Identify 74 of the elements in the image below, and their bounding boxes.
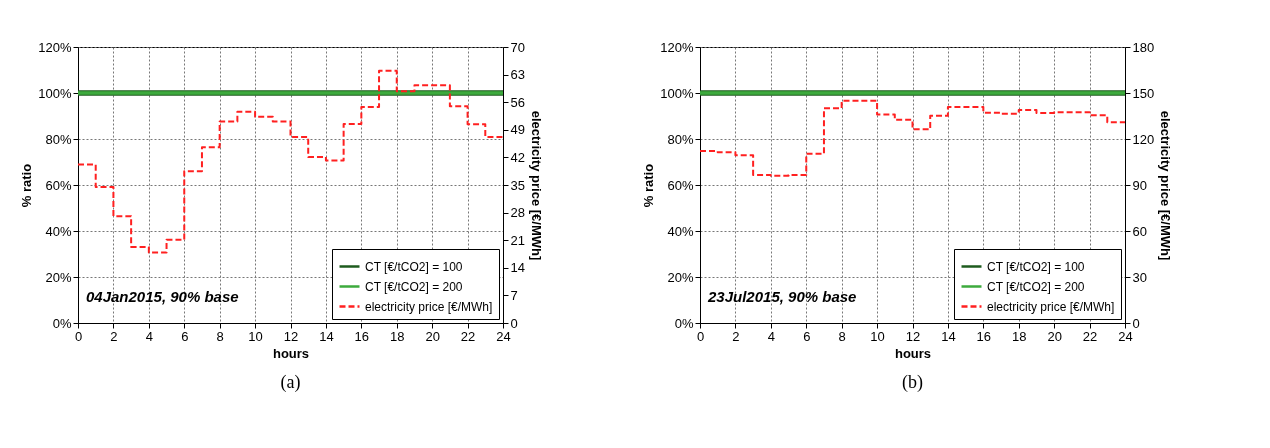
y-tick-label: 80%: [45, 131, 72, 147]
x-tick-label: 0: [74, 328, 83, 344]
x-tick-label: 16: [976, 328, 992, 344]
legend-label: CT [€/tCO2] = 100: [365, 259, 463, 274]
x-tick-label: 22: [460, 328, 476, 344]
y-tick-label: 60%: [667, 177, 694, 193]
y-axis-title: % ratio: [641, 163, 657, 208]
y2-tick-label: 30: [1132, 269, 1147, 285]
x-tick-label: 0: [696, 328, 705, 344]
x-axis-title: hours: [272, 345, 310, 361]
x-tick-label: 14: [319, 328, 334, 344]
text: (a): [280, 372, 301, 393]
y2-tick-label: 28: [510, 205, 525, 221]
y2-tick-label: 0: [1132, 315, 1140, 331]
y2-tick-label: 120: [1132, 131, 1155, 147]
x-tick-label: 14: [941, 328, 956, 344]
y-tick-label: 60%: [45, 177, 72, 193]
y-tick-label: 80%: [667, 131, 694, 147]
y-tick-label: 120%: [660, 39, 694, 55]
x-tick-label: 4: [145, 328, 153, 344]
x-tick-label: 20: [1047, 328, 1062, 344]
x-tick-label: 2: [110, 328, 118, 344]
y-tick-label: 40%: [45, 223, 72, 239]
x-tick-label: 22: [1082, 328, 1098, 344]
x-tick-label: 12: [283, 328, 299, 344]
y2-tick-label: 35: [510, 177, 525, 193]
x-tick-label: 20: [425, 328, 440, 344]
x-tick-label: 10: [870, 328, 885, 344]
y2-tick-label: 7: [510, 287, 518, 303]
y2-tick-label: 60: [1132, 223, 1147, 239]
annotation: 04Jan2015, 90% base: [86, 288, 239, 305]
y2-tick-label: 90: [1132, 177, 1147, 193]
x-tick-label: 24: [1118, 328, 1133, 344]
y-tick-label: 40%: [667, 223, 694, 239]
y-tick-label: 120%: [38, 39, 72, 55]
y-tick-label: 100%: [660, 85, 694, 101]
y2-tick-label: 70: [510, 39, 525, 55]
legend-label: CT [€/tCO2] = 200: [365, 279, 463, 294]
legend-label: electricity price [€/MWh]: [987, 299, 1115, 314]
y-tick-label: 20%: [45, 269, 72, 285]
y2-tick-label: 49: [510, 122, 525, 138]
y-tick-label: 0%: [674, 315, 694, 331]
x-tick-label: 16: [354, 328, 370, 344]
y2-tick-label: 0: [510, 315, 518, 331]
y2-axis-title: electricity price [€/MWh]: [1158, 110, 1174, 261]
x-tick-label: 12: [905, 328, 921, 344]
y2-tick-label: 180: [1132, 39, 1155, 55]
y2-axis-title: electricity price [€/MWh]: [528, 110, 544, 261]
x-tick-label: 2: [732, 328, 740, 344]
y-tick-label: 0%: [52, 315, 72, 331]
x-tick-label: 8: [838, 328, 846, 344]
x-tick-label: 6: [181, 328, 189, 344]
x-tick-label: 18: [1012, 328, 1027, 344]
text: (b): [902, 372, 923, 393]
x-tick-label: 10: [248, 328, 263, 344]
y-axis-title: % ratio: [19, 163, 35, 208]
legend-label: CT [€/tCO2] = 200: [987, 279, 1085, 294]
y2-tick-label: 63: [510, 67, 525, 83]
y2-tick-label: 56: [510, 94, 525, 110]
x-tick-label: 24: [496, 328, 511, 344]
y2-tick-label: 14: [510, 260, 525, 276]
annotation: 23Jul2015, 90% base: [707, 288, 857, 305]
x-axis-title: hours: [894, 345, 932, 361]
y-tick-label: 100%: [38, 85, 72, 101]
legend-label: electricity price [€/MWh]: [365, 299, 493, 314]
legend-label: CT [€/tCO2] = 100: [987, 259, 1085, 274]
x-tick-label: 8: [216, 328, 224, 344]
y2-tick-label: 42: [510, 149, 525, 165]
y2-tick-label: 150: [1132, 85, 1155, 101]
y2-tick-label: 21: [510, 232, 525, 248]
x-tick-label: 18: [390, 328, 405, 344]
x-tick-label: 4: [767, 328, 775, 344]
y-tick-label: 20%: [667, 269, 694, 285]
x-tick-label: 6: [803, 328, 811, 344]
